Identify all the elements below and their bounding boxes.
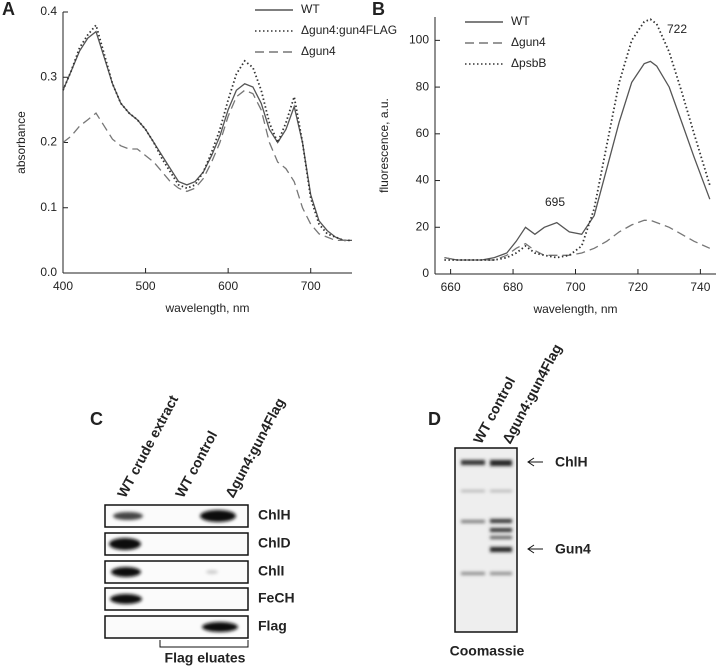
column-header: WT control	[172, 428, 220, 500]
panel-d: D WT control Δgun4:gun4Flag ChlH Gun4 Co…	[428, 341, 591, 659]
gel	[454, 447, 518, 633]
x-axis-label: wavelength, nm	[164, 301, 249, 315]
row-label: Flag	[258, 618, 287, 634]
data-line	[62, 89, 352, 242]
arrow	[527, 457, 543, 467]
row-label: ChlD	[258, 535, 291, 551]
y-tick-label: 0.4	[40, 4, 57, 18]
row-label: ChlI	[258, 563, 284, 579]
y-tick-label: 40	[416, 173, 430, 187]
panel-label: A	[2, 0, 15, 19]
footer: Coomassie	[450, 643, 525, 659]
marker-label: ChlH	[555, 454, 588, 470]
gel-bands	[461, 460, 512, 575]
panel-c: C WT crude extract WT control Δgun4:gun4…	[90, 392, 295, 666]
y-tick-label: 0.0	[40, 265, 57, 279]
x-tick-label: 660	[441, 280, 461, 294]
panel-label: B	[372, 0, 385, 19]
data-line	[62, 30, 352, 242]
x-tick-label: 400	[53, 279, 73, 293]
legend-label: ΔpsbB	[511, 56, 546, 70]
y-tick-label: 0	[422, 266, 429, 280]
data-line	[444, 18, 711, 261]
x-tick-label: 700	[301, 279, 321, 293]
x-tick-label: 600	[218, 279, 238, 293]
y-tick-label: 60	[416, 126, 430, 140]
y-tick-label: 0.1	[40, 200, 57, 214]
y-tick-label: 80	[416, 79, 430, 93]
x-tick-label: 500	[136, 279, 156, 293]
data-line	[444, 60, 711, 261]
data-line	[444, 219, 711, 261]
y-tick-label: 20	[416, 219, 430, 233]
row-label: ChlH	[258, 507, 291, 523]
arrow	[527, 544, 543, 554]
row-label: FeCH	[258, 590, 295, 606]
panel-label: C	[90, 409, 103, 429]
footer: Flag eluates	[165, 650, 246, 666]
bracket	[159, 640, 249, 648]
legend-label: WT	[301, 2, 320, 16]
x-tick-label: 740	[690, 280, 710, 294]
legend-label: Δgun4	[511, 35, 546, 49]
y-tick-label: 0.3	[40, 69, 57, 83]
column-header: Δgun4:gun4Flag	[222, 395, 288, 500]
x-tick-label: 700	[565, 280, 585, 294]
legend-label: Δgun4	[301, 44, 336, 58]
column-header: WT crude extract	[114, 392, 182, 500]
bands	[109, 510, 238, 632]
y-axis-label: fluorescence, a.u.	[377, 98, 391, 193]
marker-label: Gun4	[555, 541, 591, 557]
data-line	[62, 23, 352, 242]
legend-label: WT	[511, 14, 530, 28]
annotation: 695	[545, 195, 565, 209]
x-tick-label: 680	[503, 280, 523, 294]
y-tick-label: 0.2	[40, 135, 57, 149]
panel-label: D	[428, 409, 441, 429]
legend-label: Δgun4:gun4FLAG	[301, 23, 397, 37]
y-tick-label: 100	[409, 33, 429, 47]
annotation: 722	[667, 22, 687, 36]
y-axis-label: absorbance	[14, 111, 28, 174]
x-axis-label: wavelength, nm	[532, 302, 617, 316]
x-tick-label: 720	[628, 280, 648, 294]
